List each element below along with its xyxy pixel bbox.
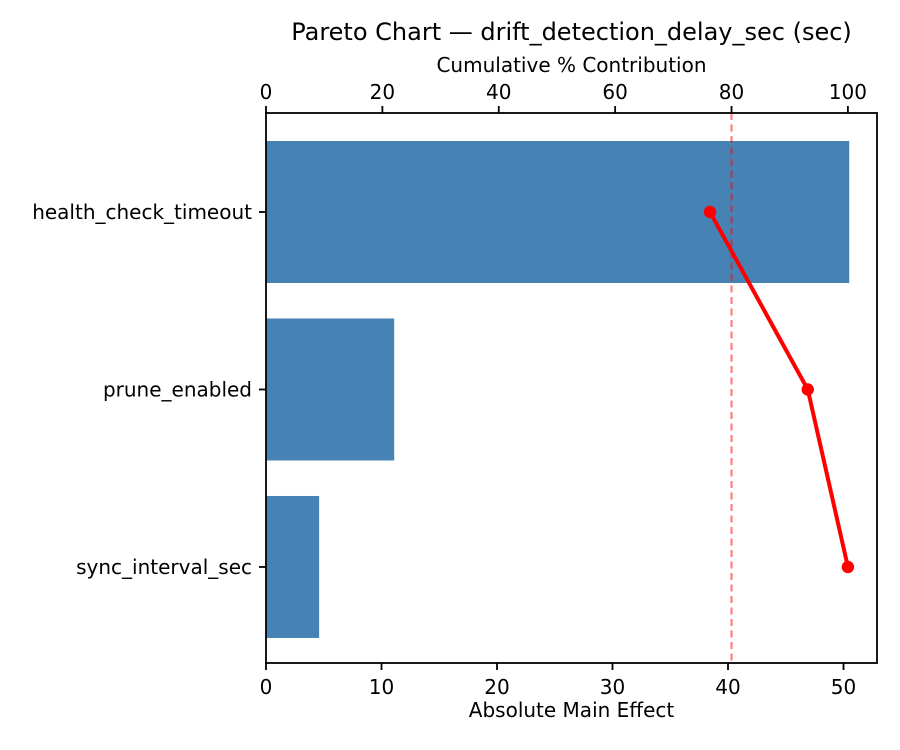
category-label-health_check_timeout: health_check_timeout <box>32 200 252 224</box>
bottom-axis-tick-label: 20 <box>484 675 509 699</box>
bottom-axis-tick-label: 0 <box>260 675 273 699</box>
category-label-prune_enabled: prune_enabled <box>103 377 252 401</box>
bottom-axis-label: Absolute Main Effect <box>468 698 675 722</box>
top-axis-tick-label: 80 <box>719 80 744 104</box>
cumulative-marker-2 <box>841 560 855 574</box>
cumulative-marker-1 <box>801 383 814 396</box>
bottom-axis-tick-label: 50 <box>831 675 856 699</box>
cumulative-marker-0 <box>703 205 717 219</box>
top-axis-tick-label: 100 <box>829 80 867 104</box>
bar-prune_enabled <box>266 318 395 461</box>
bottom-axis-tick-label: 10 <box>369 675 394 699</box>
axes-spines <box>265 112 878 664</box>
category-label-sync_interval_sec: sync_interval_sec <box>76 555 252 579</box>
top-axis-tick-label: 60 <box>602 80 627 104</box>
top-axis-tick-label: 0 <box>260 80 273 104</box>
bottom-axis-tick-label: 30 <box>600 675 625 699</box>
top-axis-label: Cumulative % Contribution <box>436 53 707 77</box>
top-axis-tick-label: 20 <box>370 80 395 104</box>
chart-title: Pareto Chart — drift_detection_delay_sec… <box>291 18 852 46</box>
bottom-axis-tick-label: 40 <box>715 675 740 699</box>
bar-health_check_timeout <box>266 141 850 283</box>
bar-sync_interval_sec <box>266 495 320 638</box>
top-axis-tick-label: 40 <box>486 80 511 104</box>
